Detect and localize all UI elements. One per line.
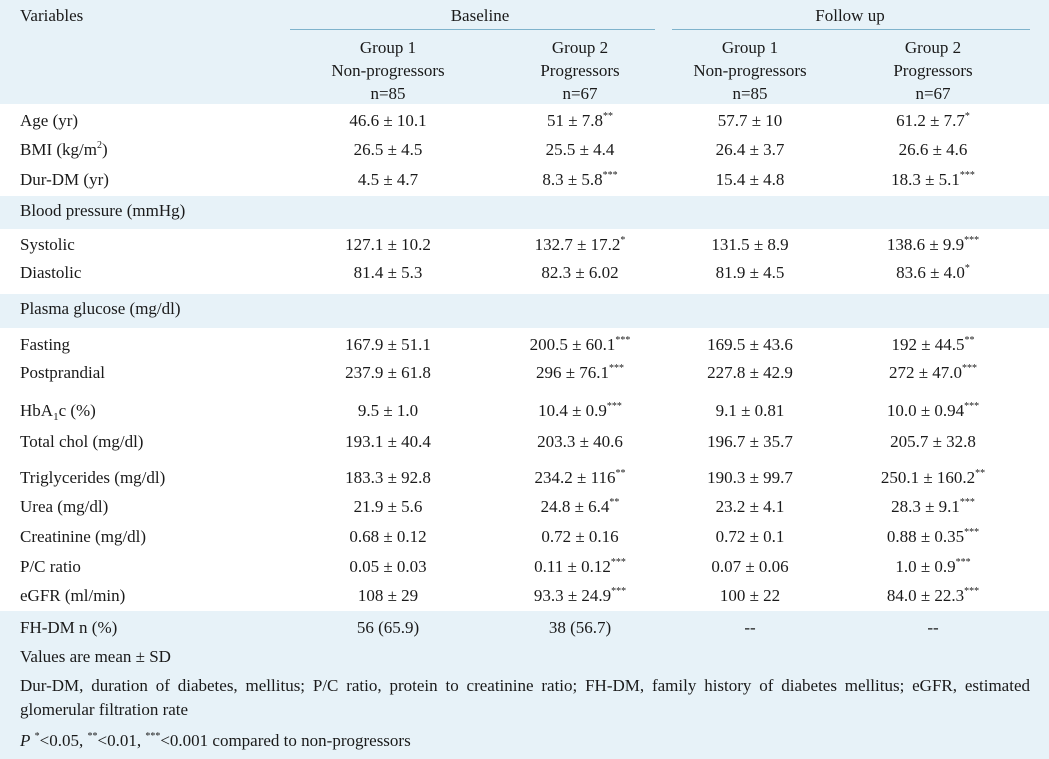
row-label-pc-ratio: P/C ratio: [20, 557, 81, 576]
cell-urea-b2: 24.8 ± 6.4**: [540, 497, 620, 516]
cell-dia-f1: 81.9 ± 4.5: [715, 263, 785, 282]
column-header-followup-group1: Group 1 Non-progressors n=85: [693, 38, 807, 103]
column-header-baseline-group2: Group 2 Progressors n=67: [540, 38, 620, 103]
cell-post-f2: 272 ± 47.0***: [888, 363, 978, 382]
cell-hba-b1: 9.5 ± 1.0: [357, 401, 419, 420]
cell-tg-b1: 183.3 ± 92.8: [345, 468, 431, 487]
cell-dia-b1: 81.4 ± 5.3: [353, 263, 423, 282]
cell-dur-b2: 8.3 ± 5.8***: [542, 170, 618, 189]
cell-sys-b2: 132.7 ± 17.2*: [534, 235, 626, 254]
cell-tg-f1: 190.3 ± 99.7: [707, 468, 793, 487]
row-label-triglycerides: Triglycerides (mg/dl): [20, 468, 166, 487]
header-follow-up: Follow up: [815, 6, 885, 25]
cell-creat-b1: 0.68 ± 0.12: [349, 527, 427, 546]
follow-up-rule: [672, 29, 1030, 30]
row-label-egfr: eGFR (ml/min): [20, 586, 126, 605]
cell-bmi-f2: 26.6 ± 4.6: [898, 140, 968, 159]
cell-chol-f2: 205.7 ± 32.8: [890, 432, 976, 451]
cell-pc-b1: 0.05 ± 0.03: [349, 557, 427, 576]
row-label-bmi: BMI (kg/m2): [20, 140, 108, 159]
cell-post-f1: 227.8 ± 42.9: [707, 363, 793, 382]
cell-fast-f1: 169.5 ± 43.6: [707, 335, 793, 354]
header-variables: Variables: [20, 6, 84, 25]
header-baseline: Baseline: [450, 6, 510, 25]
cell-chol-b1: 193.1 ± 40.4: [345, 432, 431, 451]
cell-urea-f1: 23.2 ± 4.1: [715, 497, 785, 516]
cell-pc-b2: 0.11 ± 0.12***: [534, 557, 626, 576]
cell-dia-b2: 82.3 ± 6.02: [541, 263, 619, 282]
row-label-fasting: Fasting: [20, 335, 71, 354]
header-band: [0, 0, 1049, 104]
row-label-fh-dm: FH-DM n (%): [20, 618, 118, 637]
cell-bmi-b2: 25.5 ± 4.4: [545, 140, 615, 159]
cell-tg-b2: 234.2 ± 116**: [534, 468, 626, 487]
cell-fh-f1: --: [744, 618, 756, 637]
section-band-plasma-glucose: [0, 294, 1049, 328]
cell-age-b2: 51 ± 7.8**: [546, 111, 614, 130]
row-label-total-chol: Total chol (mg/dl): [20, 432, 144, 451]
cell-bmi-b1: 26.5 ± 4.5: [353, 140, 423, 159]
row-label-dur-dm: Dur-DM (yr): [20, 170, 109, 189]
cell-chol-f1: 196.7 ± 35.7: [707, 432, 793, 451]
cell-urea-f2: 28.3 ± 9.1***: [891, 497, 975, 516]
section-label-plasma-glucose: Plasma glucose (mg/dl): [20, 299, 181, 318]
footnote-band: [0, 611, 1049, 759]
cell-dia-f2: 83.6 ± 4.0*: [896, 263, 970, 282]
cell-hba-f2: 10.0 ± 0.94***: [886, 401, 980, 420]
row-label-postprandial: Postprandial: [20, 363, 105, 382]
section-label-blood-pressure: Blood pressure (mmHg): [20, 201, 186, 220]
footnote-abbreviations: Dur-DM, duration of diabetes, mellitus; …: [20, 676, 1030, 719]
cell-egfr-f1: 100 ± 22: [719, 586, 781, 605]
cell-age-f2: 61.2 ± 7.7*: [896, 111, 970, 130]
cell-pc-f2: 1.0 ± 0.9***: [895, 557, 971, 576]
cell-sys-f1: 131.5 ± 8.9: [711, 235, 789, 254]
cell-age-b1: 46.6 ± 10.1: [349, 111, 427, 130]
cell-dur-b1: 4.5 ± 4.7: [357, 170, 419, 189]
footnote-values: Values are mean ± SD: [20, 647, 171, 666]
cell-age-f1: 57.7 ± 10: [717, 111, 783, 130]
section-band-blood-pressure: [0, 196, 1049, 229]
cell-egfr-f2: 84.0 ± 22.3***: [886, 586, 980, 605]
footnote-significance: P *<0.05, **<0.01, ***<0.001 compared to…: [20, 731, 411, 750]
row-label-diastolic: Diastolic: [20, 263, 82, 282]
column-header-baseline-group1: Group 1 Non-progressors n=85: [331, 38, 445, 103]
cell-fast-f2: 192 ± 44.5**: [891, 335, 975, 354]
cell-post-b1: 237.9 ± 61.8: [345, 363, 431, 382]
cell-creat-b2: 0.72 ± 0.16: [541, 527, 619, 546]
cell-sys-f2: 138.6 ± 9.9***: [886, 235, 980, 254]
cell-hba-f1: 9.1 ± 0.81: [715, 401, 785, 420]
cell-egfr-b2: 93.3 ± 24.9***: [533, 586, 627, 605]
cell-pc-f1: 0.07 ± 0.06: [711, 557, 789, 576]
cell-egfr-b1: 108 ± 29: [357, 586, 419, 605]
row-label-urea: Urea (mg/dl): [20, 497, 109, 516]
row-label-hba1c: HbA1c (%): [20, 401, 96, 423]
cell-post-b2: 296 ± 76.1***: [535, 363, 625, 382]
column-header-followup-group2: Group 2 Progressors n=67: [893, 38, 973, 103]
cell-fh-b2: 38 (56.7): [548, 618, 612, 637]
cell-dur-f2: 18.3 ± 5.1***: [891, 170, 975, 189]
cell-creat-f1: 0.72 ± 0.1: [715, 527, 785, 546]
cell-sys-b1: 127.1 ± 10.2: [345, 235, 431, 254]
row-label-systolic: Systolic: [20, 235, 75, 254]
cell-fast-b2: 200.5 ± 60.1***: [529, 335, 631, 354]
row-label-age: Age (yr): [20, 111, 79, 130]
cell-dur-f1: 15.4 ± 4.8: [715, 170, 785, 189]
cell-fh-b1: 56 (65.9): [356, 618, 420, 637]
cell-urea-b1: 21.9 ± 5.6: [353, 497, 423, 516]
cell-fast-b1: 167.9 ± 51.1: [345, 335, 431, 354]
cell-bmi-f1: 26.4 ± 3.7: [715, 140, 785, 159]
cell-hba-b2: 10.4 ± 0.9***: [538, 401, 622, 420]
cell-fh-f2: --: [927, 618, 939, 637]
cell-tg-f2: 250.1 ± 160.2**: [880, 468, 986, 487]
cell-chol-b2: 203.3 ± 40.6: [537, 432, 623, 451]
cell-creat-f2: 0.88 ± 0.35***: [886, 527, 980, 546]
baseline-rule: [290, 29, 655, 30]
row-label-creatinine: Creatinine (mg/dl): [20, 527, 147, 546]
